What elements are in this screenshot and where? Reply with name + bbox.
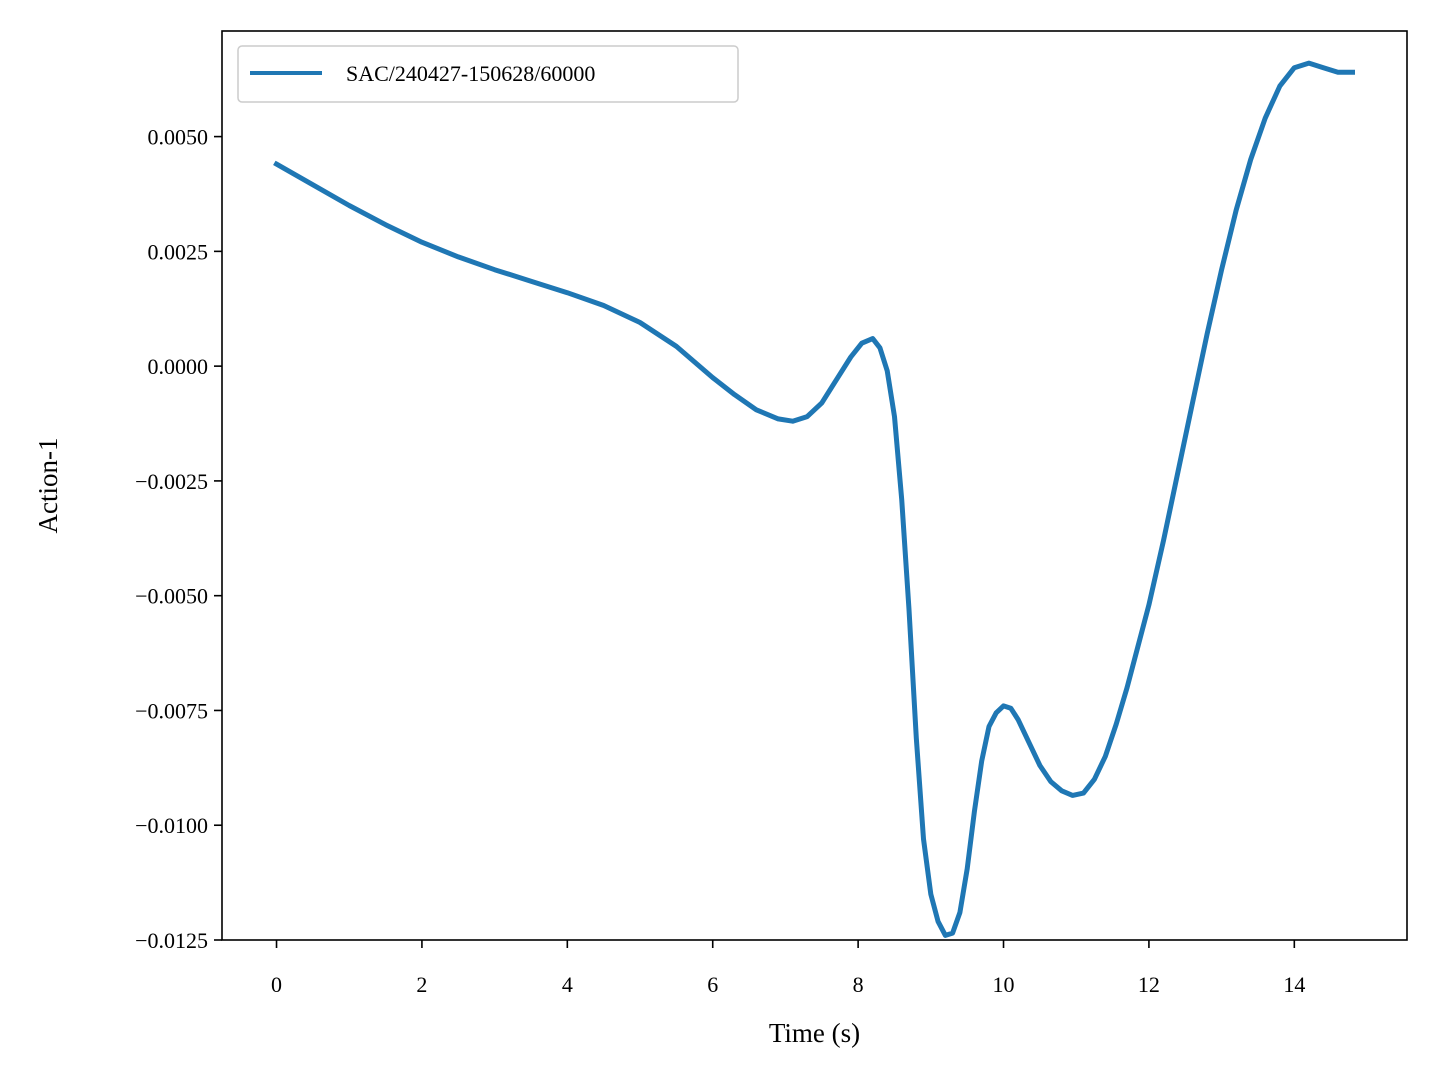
y-tick-label: −0.0100 — [135, 813, 208, 838]
x-axis-ticks: 0 2 4 6 8 10 12 14 — [271, 940, 1305, 997]
x-axis-label: Time (s) — [769, 1018, 860, 1048]
legend-label: SAC/240427-150628/60000 — [346, 61, 595, 86]
x-tick-label: 12 — [1138, 972, 1160, 997]
y-tick-label: 0.0025 — [148, 239, 209, 264]
x-tick-label: 0 — [271, 972, 282, 997]
x-tick-label: 8 — [853, 972, 864, 997]
y-axis-label: Action-1 — [33, 438, 63, 534]
x-tick-label: 2 — [416, 972, 427, 997]
y-tick-label: −0.0075 — [135, 698, 208, 723]
y-tick-label: −0.0050 — [135, 584, 208, 609]
x-tick-label: 4 — [562, 972, 573, 997]
plot-area — [273, 60, 1355, 938]
y-tick-label: −0.0125 — [135, 928, 208, 953]
x-tick-label: 14 — [1283, 972, 1305, 997]
y-tick-label: 0.0050 — [148, 125, 209, 150]
y-tick-label: −0.0025 — [135, 469, 208, 494]
y-axis-ticks: 0.0050 0.0025 0.0000 −0.0025 −0.0050 −0.0075 −… — [135, 125, 222, 953]
y-tick-label: 0.0000 — [148, 354, 209, 379]
series-line-0 — [273, 60, 1355, 938]
legend-box — [237, 45, 739, 103]
legend: SAC/240427-150628/60000 — [237, 45, 739, 103]
axes-frame — [221, 30, 1408, 941]
x-tick-label: 6 — [707, 972, 718, 997]
x-tick-label: 10 — [993, 972, 1015, 997]
